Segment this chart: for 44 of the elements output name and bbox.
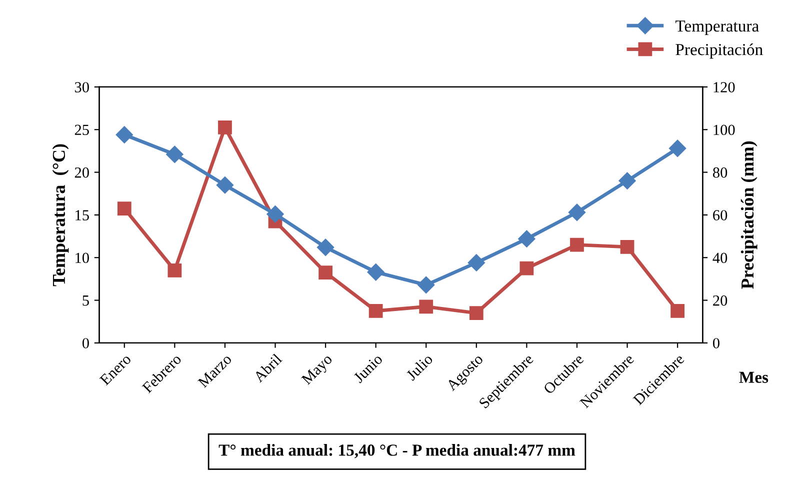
point — [520, 261, 534, 276]
point — [218, 120, 232, 134]
point — [316, 238, 334, 256]
y2-tick-label: 60 — [713, 210, 728, 220]
legend-label: Temperatura — [675, 20, 759, 36]
point — [368, 304, 383, 318]
y-tick-label: 5 — [82, 296, 89, 306]
y2-tick-label: 120 — [714, 82, 735, 92]
point — [166, 146, 184, 163]
y-tick-label: 15 — [76, 210, 89, 220]
y2-tick-label: 100 — [714, 124, 735, 136]
y2-tick-label: 80 — [712, 167, 728, 178]
point — [570, 238, 584, 252]
point — [216, 176, 234, 194]
point — [418, 276, 435, 294]
y2-tick-label: 20 — [713, 295, 728, 306]
y-tick-label: 20 — [74, 167, 89, 178]
point — [266, 206, 284, 223]
point — [468, 254, 485, 272]
x-tick-label: Julio — [405, 353, 434, 382]
point — [670, 304, 684, 318]
y-tick-label: 10 — [76, 252, 89, 264]
legend-label: Precipitación — [676, 43, 763, 59]
y-tick-label: 30 — [74, 82, 89, 92]
point — [367, 264, 384, 281]
x-axis-title: Mes — [739, 372, 768, 383]
y-tick-label: 25 — [74, 124, 89, 136]
point — [620, 240, 634, 254]
point — [568, 204, 586, 221]
point — [116, 126, 133, 144]
y2-tick-label: 40 — [712, 252, 728, 264]
point — [469, 306, 484, 320]
point — [419, 300, 434, 314]
y2-tick-label: 0 — [712, 338, 720, 348]
point — [168, 263, 182, 278]
point — [668, 140, 686, 157]
point — [518, 230, 536, 248]
point — [117, 202, 132, 216]
text: T° media anual: 15,40 °C - P media anual:477 mm — [218, 444, 576, 458]
y-axis-title: Temperatura (°C) — [52, 144, 69, 286]
y-tick-label: 0 — [82, 338, 89, 348]
y2-axis-title: Precipitación (mm) — [740, 141, 758, 289]
point — [318, 266, 332, 280]
point — [618, 172, 636, 190]
